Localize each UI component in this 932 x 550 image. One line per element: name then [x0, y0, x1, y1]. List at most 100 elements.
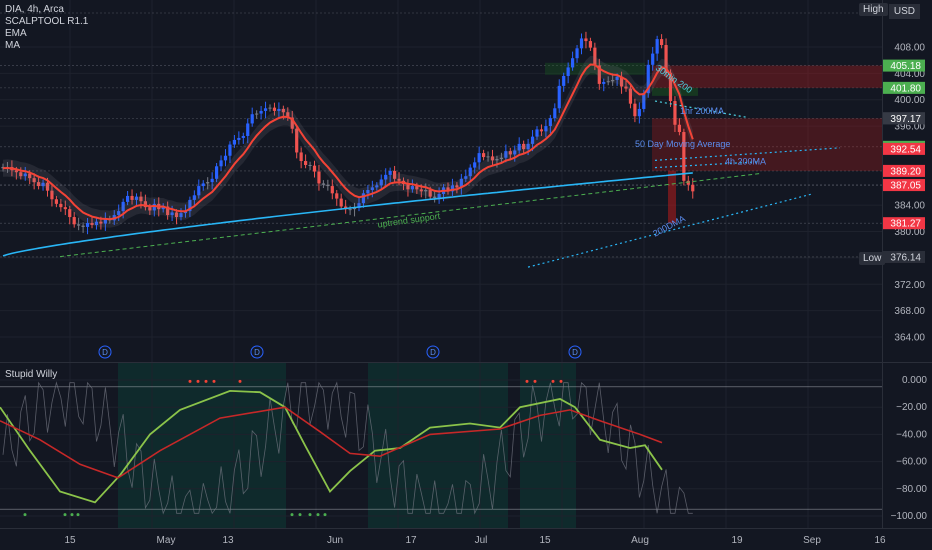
chart-legend: DIA, 4h, Arca SCALPTOOL R1.1 EMA MA	[5, 4, 88, 52]
price-tag-value: 392.54	[890, 144, 921, 155]
candle	[361, 190, 366, 208]
candle-body	[548, 118, 552, 127]
candle-body	[197, 186, 201, 196]
candle	[41, 179, 45, 191]
candle-body	[526, 143, 530, 150]
candle	[246, 118, 250, 144]
price-tag-box	[883, 164, 925, 177]
dividend-letter: D	[102, 348, 108, 357]
candle-body	[406, 184, 410, 190]
candle-body	[143, 201, 147, 208]
candle	[192, 190, 196, 208]
candle-body	[268, 107, 272, 109]
candle	[210, 172, 214, 190]
candle-body	[655, 39, 659, 54]
candle-body	[259, 110, 263, 114]
price-tag-box	[883, 179, 925, 192]
candle	[32, 173, 36, 190]
candle-body	[19, 172, 23, 177]
osc-tick-2: −40.00	[896, 429, 927, 440]
candle	[90, 216, 94, 229]
candle	[597, 58, 601, 90]
candle-body	[59, 203, 63, 208]
candle	[59, 198, 63, 212]
symbol-label[interactable]: DIA, 4h, Arca	[5, 4, 64, 15]
dividend-letter: D	[430, 348, 436, 357]
candle-body	[477, 153, 481, 163]
candle	[584, 31, 588, 49]
candle-body	[508, 151, 512, 155]
candle	[602, 78, 606, 92]
indicator-scalptool[interactable]: SCALPTOOL R1.1	[5, 16, 89, 27]
candle	[23, 166, 27, 181]
candle-body	[424, 190, 428, 192]
candle	[517, 137, 521, 154]
osc-tick-4: −80.00	[896, 484, 927, 495]
candle-body	[321, 183, 325, 185]
candle-body	[384, 174, 388, 180]
oscillator-bull-zone-0	[118, 363, 286, 528]
candle	[312, 160, 317, 178]
support-zone-1	[652, 87, 698, 96]
candle-body	[504, 151, 508, 158]
candle	[375, 182, 379, 191]
uptrend-support-line	[59, 173, 761, 258]
candle-body	[228, 144, 232, 156]
candle-body	[490, 156, 495, 161]
price-tag-value: 389.20	[890, 166, 921, 177]
candle	[344, 199, 348, 214]
candle-body	[330, 186, 334, 194]
osc-tick-0: 0.000	[902, 375, 927, 386]
candle-body	[433, 196, 437, 198]
time-tick-label-1: May	[157, 535, 176, 546]
osc-oversold-dot	[290, 513, 294, 517]
candle	[94, 218, 99, 230]
candle-body	[192, 195, 196, 200]
candle	[424, 183, 428, 199]
candle	[499, 152, 503, 163]
candle-body	[664, 45, 668, 73]
annotation-label-1: 50 Day Moving Average	[635, 139, 730, 149]
price-tag-value: 381.27	[890, 219, 921, 230]
osc-oversold-dot	[316, 513, 320, 517]
oscillator-title[interactable]: Stupid Willy	[5, 369, 58, 380]
candle	[290, 110, 294, 134]
candle-body	[41, 182, 45, 187]
osc-oversold-dot	[23, 513, 27, 517]
annotation-label-3: 1hr 200MA	[680, 106, 724, 116]
currency-label[interactable]: USD	[888, 4, 920, 19]
candle	[664, 38, 668, 78]
candle	[272, 102, 277, 116]
candle-body	[295, 128, 299, 153]
price-tag-box	[883, 112, 925, 125]
candle-body	[81, 225, 85, 227]
price-tag-value: 397.17	[890, 114, 921, 125]
candle	[81, 222, 85, 233]
osc-slow-line	[0, 406, 663, 479]
candle-body	[99, 221, 103, 224]
candle	[513, 145, 517, 162]
price-tag-box	[883, 81, 925, 94]
candle	[68, 205, 72, 225]
low-tag: Low	[859, 252, 886, 265]
low-tag-value: 376.14	[890, 252, 921, 263]
candle	[286, 107, 290, 121]
candle-body	[455, 185, 459, 188]
price-tag-value: 401.80	[890, 83, 921, 94]
time-tick-label-4: 17	[405, 535, 417, 546]
indicator-ma[interactable]: MA	[5, 40, 20, 51]
candle	[535, 126, 539, 140]
candle	[566, 62, 570, 84]
candle-body	[673, 101, 677, 125]
candle	[304, 154, 308, 169]
candle	[77, 217, 81, 231]
candle	[477, 146, 481, 170]
candle	[575, 45, 579, 63]
candle-body	[646, 64, 650, 94]
candle	[54, 195, 58, 208]
candle-body	[473, 162, 477, 168]
candle	[179, 208, 183, 221]
candle	[539, 124, 544, 136]
candle-body	[308, 164, 312, 166]
indicator-ema[interactable]: EMA	[5, 28, 27, 39]
